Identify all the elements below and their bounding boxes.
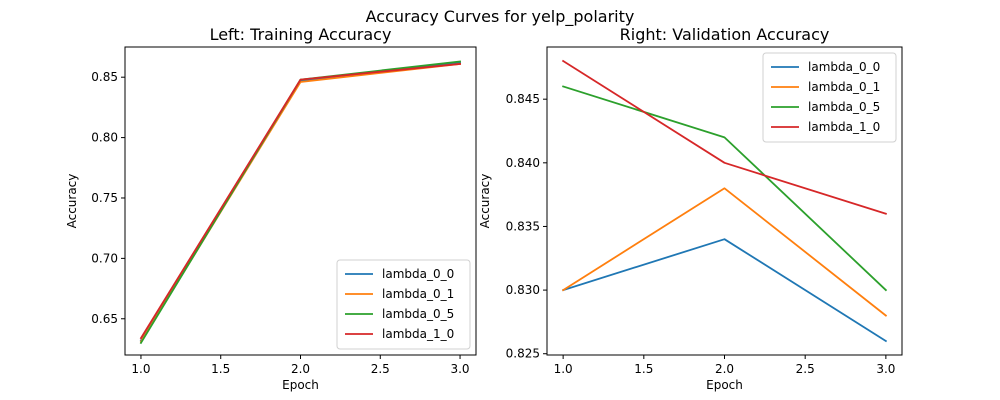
y-tick-label: 0.65 bbox=[91, 312, 118, 326]
x-tick-label: 2.5 bbox=[796, 362, 815, 376]
y-tick-label: 0.835 bbox=[506, 219, 540, 233]
y-tick-label: 0.845 bbox=[506, 92, 540, 106]
legend-box bbox=[336, 259, 471, 350]
legend-label: lambda_0_5 bbox=[808, 100, 880, 114]
legend-label: lambda_1_0 bbox=[382, 327, 454, 341]
series-line-lambda-1-0 bbox=[561, 59, 887, 215]
y-tick-label: 0.80 bbox=[91, 131, 118, 145]
x-axis-label: Epoch bbox=[706, 378, 743, 392]
legend-label: lambda_1_0 bbox=[808, 120, 880, 134]
x-tick-label: 1.5 bbox=[634, 362, 653, 376]
legend-label: lambda_0_5 bbox=[382, 307, 454, 321]
x-tick-label: 2.0 bbox=[291, 362, 310, 376]
y-axis-label: Accuracy bbox=[478, 174, 492, 229]
figure-suptitle: Accuracy Curves for yelp_polarity bbox=[366, 7, 635, 27]
y-axis-label: Accuracy bbox=[65, 174, 79, 229]
legend-box bbox=[762, 52, 897, 143]
y-tick-label: 0.840 bbox=[506, 156, 540, 170]
x-axis-label: Epoch bbox=[282, 378, 319, 392]
legend: lambda_0_0 lambda_0_1 lambda_0_5 lambda_1_0 bbox=[762, 52, 897, 143]
x-tick-label: 3.0 bbox=[876, 362, 895, 376]
x-tick-label: 2.5 bbox=[371, 362, 390, 376]
series-line-lambda-1-0 bbox=[139, 62, 462, 340]
training-accuracy-panel: Left: Training Accuracy 1.0 1.5 2.0 2.5 3.0 0.… bbox=[65, 25, 477, 392]
y-tick-label: 0.85 bbox=[91, 70, 118, 84]
legend-label: lambda_0_1 bbox=[808, 80, 880, 94]
x-tick-label: 1.5 bbox=[211, 362, 230, 376]
y-tick-label: 0.75 bbox=[91, 191, 118, 205]
legend-label: lambda_0_0 bbox=[808, 60, 880, 74]
panel-title: Left: Training Accuracy bbox=[210, 25, 392, 44]
series-line-lambda-0-5 bbox=[562, 85, 888, 292]
validation-accuracy-panel: Right: Validation Accuracy 1.0 1.5 2.0 2.5 3.… bbox=[478, 25, 903, 392]
series-line-lambda-0-1 bbox=[561, 187, 888, 317]
legend: lambda_0_0 lambda_0_1 lambda_0_5 lambda_1_0 bbox=[336, 259, 471, 350]
y-tick-label: 0.825 bbox=[506, 347, 540, 361]
series-line-lambda-0-0 bbox=[562, 238, 888, 343]
x-tick-label: 3.0 bbox=[450, 362, 469, 376]
panel-title: Right: Validation Accuracy bbox=[620, 25, 830, 44]
x-tick-label: 2.0 bbox=[715, 362, 734, 376]
y-tick-label: 0.70 bbox=[91, 251, 118, 265]
x-tick-label: 1.0 bbox=[554, 362, 573, 376]
x-tick-label: 1.0 bbox=[131, 362, 150, 376]
y-tick-label: 0.830 bbox=[506, 283, 540, 297]
legend-label: lambda_0_1 bbox=[382, 287, 454, 301]
legend-label: lambda_0_0 bbox=[382, 267, 454, 281]
